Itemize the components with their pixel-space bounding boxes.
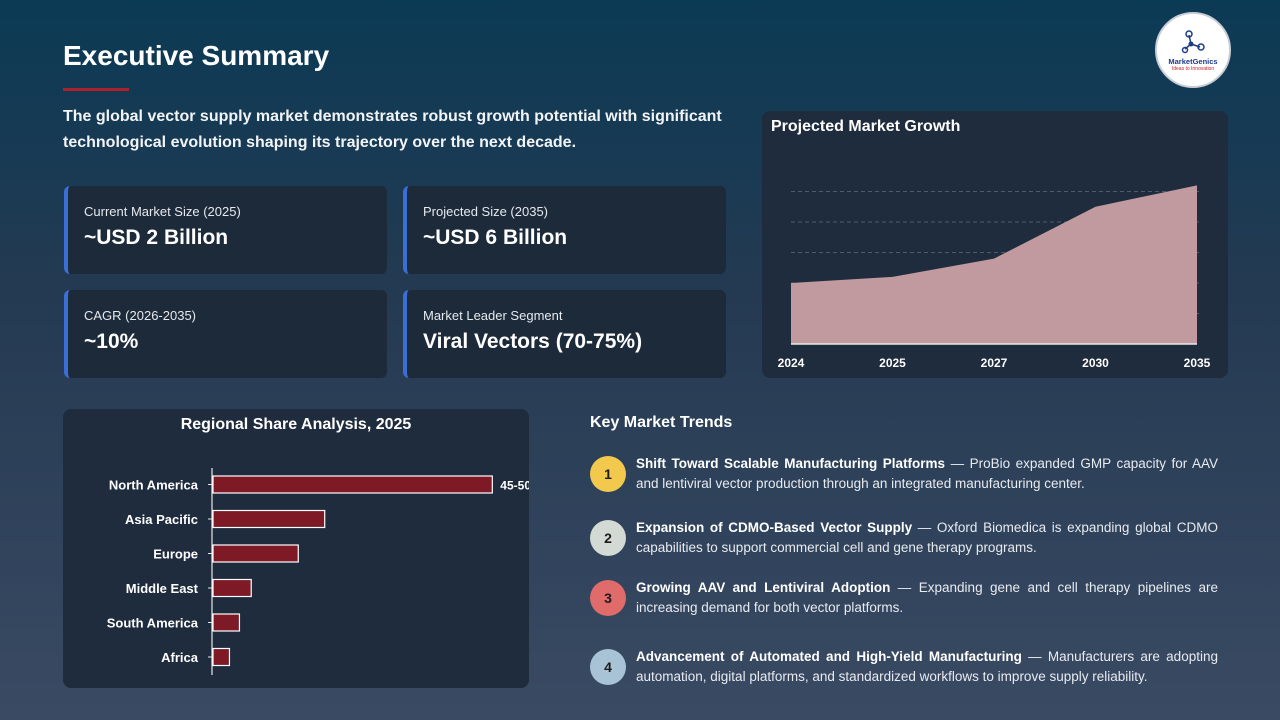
kpi-label: Projected Size (2035) [423, 204, 549, 219]
trend-text: Expansion of CDMO-Based Vector Supply — … [636, 518, 1218, 557]
kpi-label: Current Market Size (2025) [84, 204, 241, 219]
kpi-value: ~USD 6 Billion [423, 226, 568, 249]
trend-number-badge: 4 [590, 649, 626, 685]
regional-bar-chart: North America 45-50% Asia Pacific Europe Mid… [107, 468, 529, 675]
growth-chart-panel: Projected Market Growth 2024 2025 2027 2030… [762, 111, 1228, 378]
regional-chart-title: Regional Share Analysis, 2025 [180, 416, 412, 433]
trend-text: Shift Toward Scalable Manufacturing Plat… [636, 454, 1218, 493]
kpi-value: ~10% [84, 330, 139, 353]
trend-heading: Advancement of Automated and High-Yield … [636, 649, 1022, 664]
trends-title: Key Market Trends [590, 414, 733, 431]
kpi-card-leader-segment: Market Leader Segment Viral Vectors (70-… [403, 290, 726, 378]
x-tick-label: 2035 [1184, 356, 1211, 370]
data-label: 45-50% [500, 479, 529, 493]
category-label: Africa [161, 650, 199, 665]
trend-text: Growing AAV and Lentiviral Adoption — Ex… [636, 578, 1218, 617]
trend-heading: Growing AAV and Lentiviral Adoption [636, 580, 891, 595]
trend-number-badge: 1 [590, 456, 626, 492]
x-tick-label: 2030 [1082, 356, 1109, 370]
page-title: Executive Summary [63, 40, 330, 71]
logo-tagline: Ideas to Innovation [1171, 65, 1215, 72]
title-underline [63, 88, 129, 91]
trend-description: — Expanding gene and cell therapy pipeli… [636, 580, 1218, 615]
x-tick-label: 2027 [981, 356, 1008, 370]
trend-text: Advancement of Automated and High-Yield … [636, 647, 1218, 686]
kpi-value: Viral Vectors (70-75%) [423, 330, 643, 353]
page-subtitle: The global vector supply market demonstr… [63, 108, 722, 151]
category-label: Middle East [126, 581, 199, 596]
area-series [791, 185, 1197, 344]
trend-description: — ProBio expanded GMP capacity for AAV a… [636, 456, 1219, 491]
bar [212, 578, 252, 598]
kpi-card-cagr: CAGR (2026-2035) ~10% [64, 290, 387, 378]
kpi-label: CAGR (2026-2035) [84, 308, 196, 323]
company-logo: MarketGenics Ideas to Innovation [1155, 12, 1231, 88]
x-tick-label: 2024 [778, 356, 805, 370]
category-label: Europe [153, 547, 198, 562]
trend-heading: Expansion of CDMO-Based Vector Supply [636, 520, 913, 535]
kpi-card-projected-size: Projected Size (2035) ~USD 6 Billion [403, 186, 726, 274]
bar [212, 647, 231, 667]
category-label: North America [109, 478, 199, 493]
bar [212, 475, 493, 494]
trend-description: — Oxford Biomedica is expanding global C… [636, 520, 1218, 555]
molecule-icon [1181, 29, 1205, 53]
kpi-card-current-size: Current Market Size (2025) ~USD 2 Billio… [64, 186, 387, 274]
logo-name: MarketGenics [1168, 56, 1218, 66]
bar [212, 509, 326, 529]
trend-heading: Shift Toward Scalable Manufacturing Plat… [636, 456, 946, 471]
bar [212, 544, 299, 563]
kpi-label: Market Leader Segment [423, 308, 563, 323]
kpi-value: ~USD 2 Billion [84, 226, 229, 249]
growth-area-chart: 2024 2025 2027 2030 2035 [778, 185, 1211, 370]
growth-chart-title: Projected Market Growth [771, 118, 961, 135]
bar [212, 613, 241, 632]
trend-description: — Manufacturers are adopting automation,… [636, 649, 1218, 684]
trend-number-badge: 3 [590, 580, 626, 616]
category-label: South America [107, 616, 199, 631]
regional-chart-panel: Regional Share Analysis, 2025 North Amer… [63, 409, 529, 688]
trend-number-badge: 2 [590, 520, 626, 556]
category-label: Asia Pacific [125, 512, 198, 527]
x-tick-label: 2025 [879, 356, 906, 370]
